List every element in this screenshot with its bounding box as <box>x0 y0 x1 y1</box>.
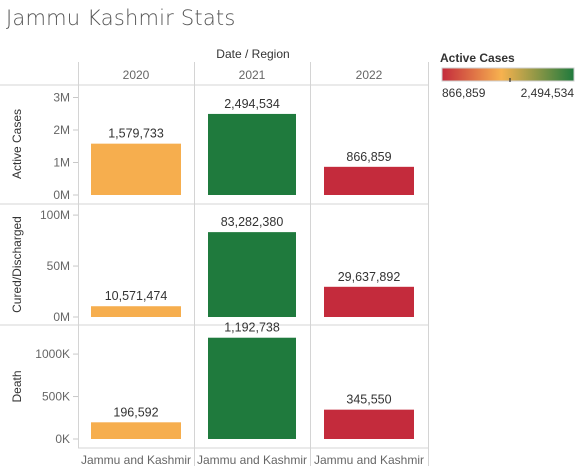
bar-2-1 <box>208 337 296 439</box>
column-label-2020: 2020 <box>123 68 150 82</box>
data-label-0-1: 2,494,534 <box>224 97 280 111</box>
bar-0-2 <box>324 166 414 195</box>
data-label-2-2: 345,550 <box>346 393 391 407</box>
tick-label-0-1: 1M <box>53 156 70 170</box>
tick-label-2-0: 0K <box>55 432 70 446</box>
bar-0-0 <box>91 143 181 195</box>
legend-max-label: 2,494,534 <box>521 86 575 100</box>
tick-label-1-1: 50M <box>47 259 70 273</box>
tick-label-2-2: 1000K <box>35 347 70 361</box>
data-label-1-0: 10,571,474 <box>105 289 168 303</box>
column-header: Date / Region <box>216 47 289 61</box>
bar-2-2 <box>324 409 414 439</box>
bar-0-1 <box>208 113 296 195</box>
legend-min-label: 866,859 <box>442 86 486 100</box>
bar-1-2 <box>324 286 414 317</box>
chart-title: Jammu Kashmir Stats <box>6 6 236 30</box>
bar-1-0 <box>91 306 181 317</box>
measure-label-2: Death <box>10 370 24 402</box>
region-label-2: Jammu and Kashmir <box>314 453 424 467</box>
tick-label-1-2: 100M <box>40 208 70 222</box>
region-label-1: Jammu and Kashmir <box>197 453 307 467</box>
tick-label-2-1: 500K <box>42 390 70 404</box>
bar-1-1 <box>208 232 296 317</box>
data-label-1-2: 29,637,892 <box>338 270 401 284</box>
data-label-0-0: 1,579,733 <box>108 127 164 141</box>
column-label-2022: 2022 <box>356 68 383 82</box>
measure-label-1: Cured/Discharged <box>10 216 24 313</box>
tick-label-0-2: 2M <box>53 123 70 137</box>
tick-label-1-0: 0M <box>53 310 70 324</box>
bar-2-0 <box>91 422 181 439</box>
legend-color-bar <box>441 67 575 82</box>
legend-title: Active Cases <box>440 51 515 65</box>
tick-label-0-3: 3M <box>53 91 70 105</box>
measure-label-0: Active Cases <box>10 109 24 179</box>
region-label-0: Jammu and Kashmir <box>81 453 191 467</box>
tick-label-0-0: 0M <box>53 188 70 202</box>
data-label-2-1: 1,192,738 <box>224 321 280 335</box>
column-label-2021: 2021 <box>239 68 266 82</box>
data-label-0-2: 866,859 <box>346 150 391 164</box>
data-label-1-1: 83,282,380 <box>221 215 284 229</box>
data-label-2-0: 196,592 <box>113 405 158 419</box>
